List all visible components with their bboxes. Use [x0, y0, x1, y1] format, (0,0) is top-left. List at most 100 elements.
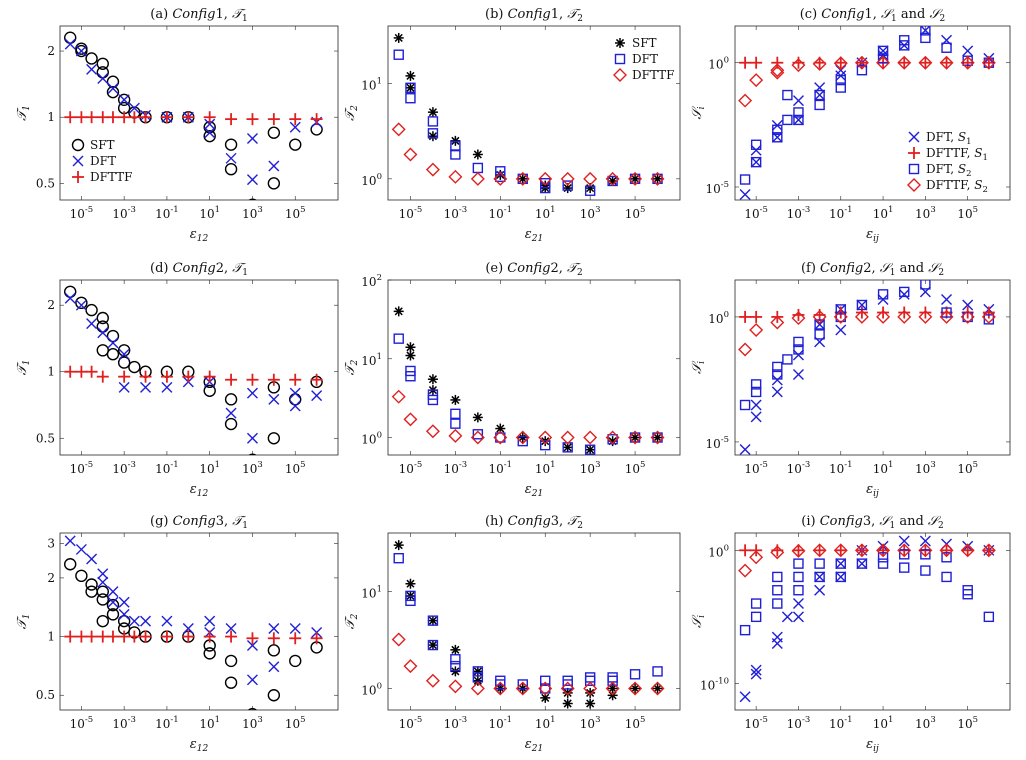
x-tick-label: 10-3: [112, 460, 136, 476]
data-point-diamond: [812, 56, 827, 71]
legend-marker-square: [908, 163, 920, 175]
x-tick-label: 10-3: [444, 460, 468, 476]
data-point-x: [750, 411, 762, 423]
x-tick-label: 101: [199, 715, 220, 731]
data-point-square: [793, 107, 804, 118]
data-point-plus: [267, 113, 280, 126]
data-point-diamond: [628, 681, 643, 696]
data-point-circle: [117, 614, 131, 628]
x-tick-label: 101: [873, 715, 894, 731]
data-point-diamond: [749, 73, 764, 88]
data-point-square: [814, 571, 825, 583]
data-point-square: [793, 114, 804, 126]
y-axis-label: 𝒮i: [690, 360, 707, 374]
data-point-x: [161, 615, 173, 627]
data-point-x: [311, 390, 323, 402]
data-point-plus: [898, 306, 911, 319]
data-point-square: [877, 552, 889, 563]
data-point-square: [405, 365, 416, 377]
data-point-plus: [792, 544, 805, 557]
x-tick-label: 10-3: [112, 715, 136, 731]
data-point-x: [750, 156, 762, 168]
data-point-square: [750, 611, 762, 623]
data-point-x: [118, 608, 130, 620]
data-point-plus: [940, 56, 953, 69]
data-point-star: [472, 666, 483, 677]
axes-frame: [387, 25, 681, 201]
data-point-square: [750, 379, 762, 390]
data-point-x: [750, 144, 762, 156]
data-point-x: [75, 299, 87, 311]
data-point-diamond: [770, 65, 785, 80]
x-tick-label: 105: [625, 460, 646, 476]
data-point-plus: [75, 630, 88, 643]
data-point-x: [225, 407, 237, 419]
data-point-circle: [85, 303, 98, 317]
x-tick-label: 10-5: [70, 205, 94, 221]
data-point-square: [450, 418, 461, 429]
data-point-circle: [128, 360, 141, 374]
data-point-star: [427, 615, 438, 626]
data-point-x: [898, 535, 910, 547]
data-point-diamond: [448, 169, 463, 184]
data-point-square: [899, 286, 910, 298]
data-point-circle: [289, 138, 302, 151]
data-point-square: [750, 139, 762, 150]
data-point-plus: [289, 632, 302, 645]
data-point-circle: [289, 654, 302, 668]
y-tick-label: 100: [708, 56, 729, 72]
data-point-x: [107, 596, 119, 608]
data-point-plus: [289, 373, 302, 386]
legend-label: SFT: [632, 36, 657, 50]
data-point-star: [427, 131, 438, 142]
data-point-circle: [96, 585, 109, 598]
data-point-square: [856, 558, 868, 569]
data-point-square: [814, 99, 825, 111]
data-point-plus: [225, 373, 238, 386]
data-point-square: [540, 182, 551, 194]
data-point-diamond: [493, 430, 508, 445]
data-point-plus: [739, 310, 752, 323]
y-tick-label: 101: [361, 352, 382, 368]
data-point-circle: [117, 93, 131, 106]
data-point-plus: [750, 56, 763, 69]
data-point-x: [962, 299, 974, 311]
data-point-plus: [203, 630, 216, 643]
data-point-square: [941, 552, 952, 563]
data-point-square: [629, 669, 641, 680]
data-point-square: [495, 679, 506, 690]
data-point-x: [781, 611, 793, 623]
data-point-diamond: [897, 543, 912, 558]
data-point-square: [652, 666, 663, 677]
data-point-square: [772, 585, 783, 596]
y-axis-label: 𝒯2: [343, 359, 360, 375]
y-axis-label: 𝒯1: [15, 360, 32, 376]
data-point-x: [771, 386, 783, 398]
data-point-x: [86, 63, 98, 75]
data-point-star: [630, 432, 641, 443]
data-point-x: [792, 349, 804, 361]
data-point-diamond: [425, 424, 440, 439]
data-point-x: [739, 443, 751, 455]
data-point-x: [771, 374, 783, 386]
x-tick-label: 10-1: [829, 460, 853, 476]
data-point-diamond: [448, 679, 463, 694]
data-point-square: [405, 82, 416, 94]
legend: SFT DFT DFTTF: [68, 134, 133, 188]
panel-title: (b) Config1, 𝒯2: [485, 7, 583, 24]
data-point-diamond: [833, 309, 848, 324]
data-point-square: [899, 549, 910, 560]
panel-g: 10-5 10-3 10-1 101 103 105 0.5 1 2 3 (g) Config3, …: [15, 514, 339, 754]
data-point-circle: [117, 344, 131, 357]
panel-h: 10-5 10-3 10-1 101 103 105 100 101 (h) Config3, …: [343, 514, 681, 754]
data-point-x: [86, 318, 98, 330]
data-point-plus: [203, 111, 216, 124]
data-point-plus: [940, 544, 953, 557]
data-point-diamond: [391, 389, 406, 404]
data-point-square: [772, 124, 783, 136]
data-point-x: [86, 553, 98, 565]
data-point-star: [393, 540, 404, 551]
y-tick-label: 10-10: [700, 676, 729, 692]
data-point-square: [607, 672, 618, 683]
y-tick-label: 3: [47, 537, 55, 551]
